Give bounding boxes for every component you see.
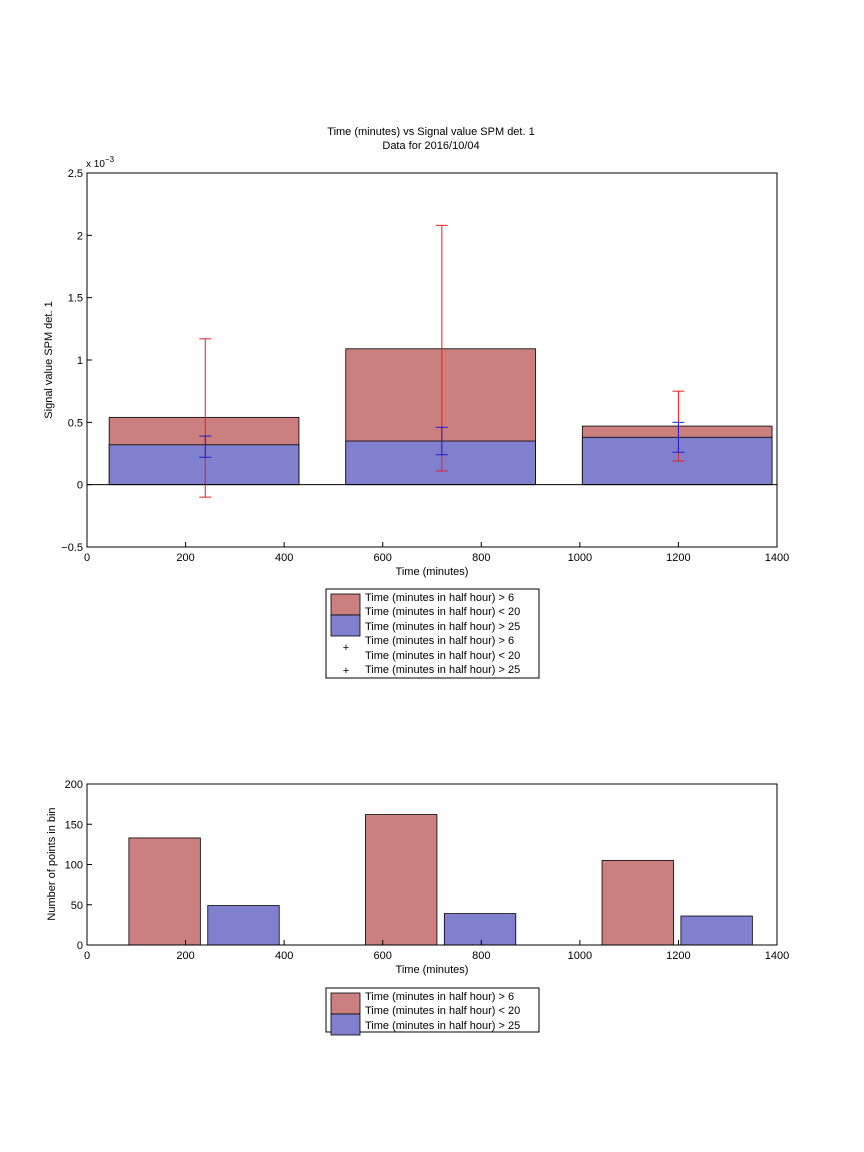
count-x-ticks: 0 200 400 600 800 1000 1200 1400 — [84, 940, 789, 962]
count-bar-red — [365, 814, 438, 946]
x-tick-label: 1000 — [568, 552, 592, 564]
x-tick-label: 0 — [84, 950, 90, 962]
chart-title: Time (minutes) vs Signal value SPM det. … — [327, 126, 534, 138]
x-tick-label: 1400 — [765, 552, 789, 564]
legend-entry: Time (minutes in half hour) < 20 — [365, 1005, 520, 1017]
x-tick-label: 800 — [472, 552, 490, 564]
count-legend: Time (minutes in half hour) > 6 Time (mi… — [325, 987, 540, 1036]
x-tick-label: 400 — [275, 552, 293, 564]
legend-entry: Time (minutes in half hour) > 25 — [365, 664, 520, 676]
y-tick-label: 100 — [65, 860, 83, 872]
x-tick-label: 400 — [275, 950, 293, 962]
y-tick-label: 2 — [77, 230, 83, 242]
chart-subtitle: Data for 2016/10/04 — [382, 140, 479, 152]
count-bar-blue — [680, 915, 753, 946]
count-x-axis-label: Time (minutes) — [396, 964, 469, 976]
y-tick-label: 2.5 — [68, 168, 83, 180]
legend-marker-blue: + — [343, 665, 349, 677]
legend-marker-red: + — [343, 642, 349, 654]
x-tick-label: 1200 — [666, 552, 690, 564]
legend-entry: Time (minutes in half hour) < 20 — [365, 606, 520, 618]
legend-swatch-red — [330, 593, 361, 616]
y-tick-label: 150 — [65, 819, 83, 831]
count-bar-red — [601, 860, 674, 946]
y-tick-label: 50 — [71, 900, 83, 912]
count-bars — [128, 814, 753, 946]
x-tick-label: 0 — [84, 552, 90, 564]
signal-exponent-label: x 10−3 — [86, 155, 115, 170]
legend-entry: Time (minutes in half hour) < 20 — [365, 650, 520, 662]
signal-y-ticks: −0.5 0 0.5 1 1.5 2 2.5 — [61, 168, 92, 554]
count-y-axis-label: Number of points in bin — [46, 807, 58, 920]
signal-y-axis-label: Signal value SPM det. 1 — [43, 301, 55, 418]
signal-legend-box — [325, 588, 540, 679]
signal-x-axis-label: Time (minutes) — [396, 566, 469, 578]
count-bar-red — [128, 837, 201, 946]
count-bar-blue — [443, 913, 517, 946]
y-tick-label: 200 — [65, 779, 83, 791]
legend-entry: Time (minutes in half hour) > 6 — [365, 991, 514, 1003]
y-tick-label: −0.5 — [61, 542, 83, 554]
legend-entry: Time (minutes in half hour) > 6 — [365, 592, 514, 604]
y-tick-label: 0 — [77, 480, 83, 492]
y-tick-label: 1.5 — [68, 293, 83, 305]
x-tick-label: 1400 — [765, 950, 789, 962]
legend-entry: Time (minutes in half hour) > 6 — [365, 635, 514, 647]
signal-chart: Time (minutes) vs Signal value SPM det. … — [43, 126, 789, 578]
signal-bars — [108, 348, 773, 486]
count-legend-box — [325, 987, 540, 1033]
count-chart: 0 200 400 600 800 1000 1200 1400 0 50 100 150 200 T… — [46, 779, 789, 976]
legend-entry: Time (minutes in half hour) > 25 — [365, 1020, 520, 1032]
signal-bar-blue — [108, 444, 300, 486]
signal-x-ticks: 0 200 400 600 800 1000 1200 1400 — [84, 542, 789, 564]
y-tick-label: 0.5 — [68, 417, 83, 429]
signal-legend: + + Time (minutes in half hour) > 6 Time… — [325, 588, 540, 679]
signal-bar-blue — [345, 440, 536, 486]
x-tick-label: 200 — [176, 552, 194, 564]
x-tick-label: 600 — [374, 552, 392, 564]
legend-swatch-red — [330, 992, 361, 1015]
y-tick-label: 1 — [77, 355, 83, 367]
signal-errorbars — [199, 224, 685, 498]
x-tick-label: 1200 — [666, 950, 690, 962]
legend-entry: Time (minutes in half hour) > 25 — [365, 621, 520, 633]
x-tick-label: 800 — [472, 950, 490, 962]
count-bar-blue — [207, 905, 280, 946]
legend-swatch-blue — [330, 1013, 361, 1036]
x-tick-label: 1000 — [568, 950, 592, 962]
x-tick-label: 600 — [374, 950, 392, 962]
count-y-ticks: 0 50 100 150 200 — [65, 779, 92, 952]
x-tick-label: 200 — [176, 950, 194, 962]
y-tick-label: 0 — [77, 940, 83, 952]
legend-swatch-blue — [330, 614, 361, 637]
